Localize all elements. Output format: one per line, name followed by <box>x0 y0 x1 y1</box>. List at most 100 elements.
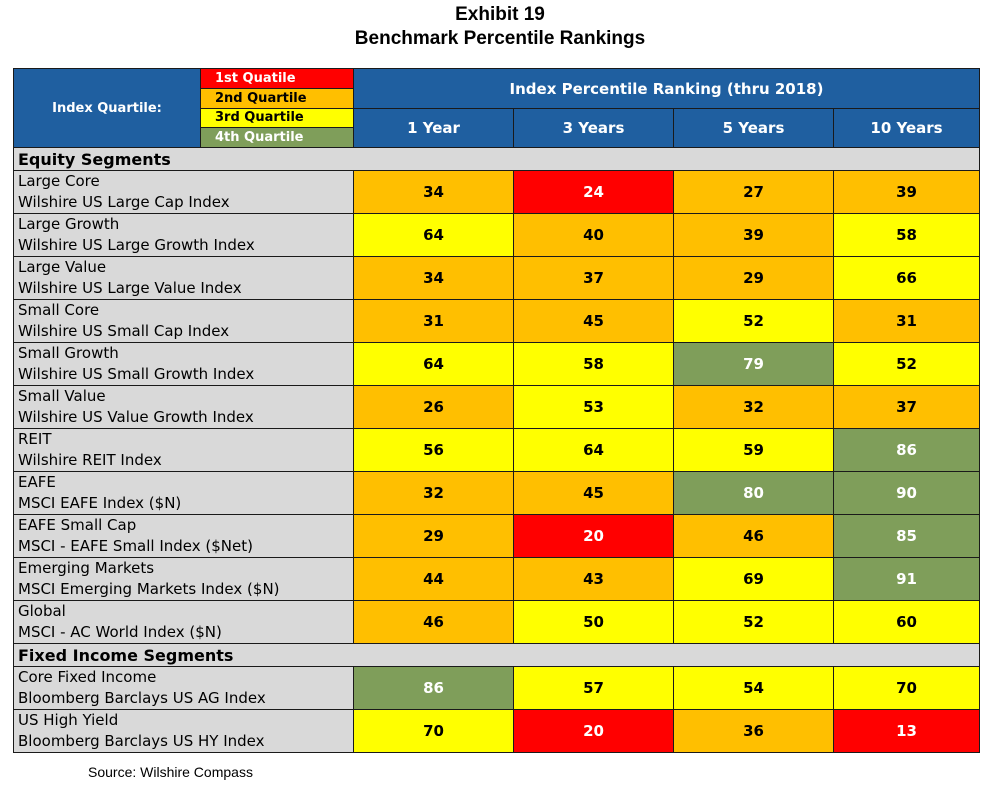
legend-2nd-quartile: 2nd Quartile <box>200 88 353 109</box>
benchmark-index-name: Wilshire US Large Value Index <box>18 279 242 297</box>
percentile-cell: 20 <box>513 514 674 558</box>
percentile-cell: 24 <box>513 170 674 214</box>
benchmark-index-name: Wilshire US Small Cap Index <box>18 322 230 340</box>
percentile-cell: 60 <box>832 600 981 644</box>
segment-name: REIT <box>18 430 52 448</box>
benchmark-index-name: Wilshire US Large Growth Index <box>18 236 255 254</box>
table-row: Small Value Wilshire US Value Growth Inde… <box>13 385 981 429</box>
segment-name: Large Value <box>18 258 107 276</box>
segment-cell: Small Value Wilshire US Value Growth Inde… <box>13 385 354 429</box>
exhibit-subtitle: Benchmark Percentile Rankings <box>354 28 646 49</box>
column-header-3-years: 3 Years <box>513 108 674 148</box>
percentile-cell: 29 <box>673 256 834 300</box>
percentile-cell: 37 <box>832 385 981 429</box>
benchmark-index-name: Wilshire US Value Growth Index <box>18 408 254 426</box>
segment-name: Small Value <box>18 387 106 405</box>
segment-cell: Emerging Markets MSCI Emerging Markets In… <box>13 557 354 601</box>
percentile-cell: 58 <box>832 213 981 257</box>
legend-list: 1st Quatile 2nd Quartile 3rd Quartile 4t… <box>200 69 353 147</box>
benchmark-index-name: Wilshire REIT Index <box>18 451 162 469</box>
table-row: Large Growth Wilshire US Large Growth Ind… <box>13 213 981 257</box>
segment-name: Small Core <box>18 301 100 319</box>
segment-name: US High Yield <box>18 711 119 729</box>
table-row: REIT Wilshire REIT Index 56 64 59 86 <box>13 428 981 472</box>
percentile-cell: 32 <box>673 385 834 429</box>
benchmark-index-name: MSCI EAFE Index ($N) <box>18 494 182 512</box>
table-row: EAFE MSCI EAFE Index ($N) 32 45 80 90 <box>13 471 981 515</box>
source-note: Source: Wilshire Compass <box>88 764 253 780</box>
percentile-cell: 27 <box>673 170 834 214</box>
table-row: Large Value Wilshire US Large Value Index… <box>13 256 981 300</box>
percentile-cell: 31 <box>353 299 514 343</box>
percentile-cell: 85 <box>832 514 981 558</box>
percentile-cell: 13 <box>832 709 981 753</box>
benchmark-index-name: MSCI - AC World Index ($N) <box>18 623 222 641</box>
percentile-rankings-table: Index Quartile: 1st Quatile 2nd Quartile… <box>12 68 981 753</box>
percentile-cell: 86 <box>832 428 981 472</box>
percentile-cell: 59 <box>673 428 834 472</box>
percentile-cell: 34 <box>353 170 514 214</box>
table-row: Core Fixed Income Bloomberg Barclays US A… <box>13 666 981 710</box>
column-header-5-years: 5 Years <box>673 108 834 148</box>
segment-name: Core Fixed Income <box>18 668 157 686</box>
section-row: Equity Segments <box>12 147 981 171</box>
segment-cell: EAFE MSCI EAFE Index ($N) <box>13 471 354 515</box>
percentile-cell: 34 <box>353 256 514 300</box>
percentile-cell: 32 <box>353 471 514 515</box>
benchmark-index-name: Bloomberg Barclays US HY Index <box>18 732 265 750</box>
percentile-cell: 44 <box>353 557 514 601</box>
percentile-cell: 37 <box>513 256 674 300</box>
percentile-cell: 46 <box>353 600 514 644</box>
legend-4th-quartile: 4th Quartile <box>200 128 353 147</box>
percentile-cell: 70 <box>832 666 981 710</box>
percentile-cell: 31 <box>832 299 981 343</box>
legend-1st-quartile: 1st Quatile <box>200 69 353 89</box>
segment-cell: Large Core Wilshire US Large Cap Index <box>13 170 354 214</box>
section-row: Fixed Income Segments <box>12 643 981 667</box>
table-row: Small Growth Wilshire US Small Growth Ind… <box>13 342 981 386</box>
percentile-cell: 64 <box>513 428 674 472</box>
percentile-cell: 20 <box>513 709 674 753</box>
percentile-cell: 80 <box>673 471 834 515</box>
segment-cell: Large Value Wilshire US Large Value Index <box>13 256 354 300</box>
percentile-cell: 43 <box>513 557 674 601</box>
percentile-cell: 64 <box>353 342 514 386</box>
segment-name: Large Growth <box>18 215 120 233</box>
percentile-cell: 39 <box>832 170 981 214</box>
segment-cell: Small Growth Wilshire US Small Growth Ind… <box>13 342 354 386</box>
percentile-cell: 46 <box>673 514 834 558</box>
percentile-cell: 58 <box>513 342 674 386</box>
segment-cell: US High Yield Bloomberg Barclays US HY In… <box>13 709 354 753</box>
section-label: Equity Segments <box>12 147 981 171</box>
segment-cell: REIT Wilshire REIT Index <box>13 428 354 472</box>
benchmark-index-name: Bloomberg Barclays US AG Index <box>18 689 266 707</box>
percentile-cell: 50 <box>513 600 674 644</box>
segment-name: Large Core <box>18 172 100 190</box>
segment-cell: Small Core Wilshire US Small Cap Index <box>13 299 354 343</box>
percentile-cell: 45 <box>513 299 674 343</box>
segment-cell: Global MSCI - AC World Index ($N) <box>13 600 354 644</box>
segment-name: Emerging Markets <box>18 559 155 577</box>
benchmark-index-name: MSCI Emerging Markets Index ($N) <box>18 580 280 598</box>
table-row: Small Core Wilshire US Small Cap Index 31 4… <box>13 299 981 343</box>
percentile-cell: 40 <box>513 213 674 257</box>
percentile-cell: 54 <box>673 666 834 710</box>
percentile-cell: 70 <box>353 709 514 753</box>
legend-3rd-quartile: 3rd Quartile <box>200 108 353 129</box>
percentile-cell: 79 <box>673 342 834 386</box>
table-row: US High Yield Bloomberg Barclays US HY In… <box>13 709 981 753</box>
percentile-cell: 66 <box>832 256 981 300</box>
table-row: Global MSCI - AC World Index ($N) 46 50 52 60 <box>13 600 981 644</box>
percentile-cell: 57 <box>513 666 674 710</box>
index-quartile-label: Index Quartile: <box>52 100 162 116</box>
percentile-cell: 90 <box>832 471 981 515</box>
percentile-cell: 52 <box>673 600 834 644</box>
segment-cell: Core Fixed Income Bloomberg Barclays US A… <box>13 666 354 710</box>
quartile-legend: Index Quartile: 1st Quatile 2nd Quartile… <box>13 68 354 148</box>
benchmark-index-name: MSCI - EAFE Small Index ($Net) <box>18 537 253 555</box>
percentile-cell: 26 <box>353 385 514 429</box>
percentile-cell: 56 <box>353 428 514 472</box>
exhibit-title: Exhibit 19 <box>455 4 545 25</box>
section-label: Fixed Income Segments <box>12 643 981 667</box>
segment-name: Small Growth <box>18 344 119 362</box>
